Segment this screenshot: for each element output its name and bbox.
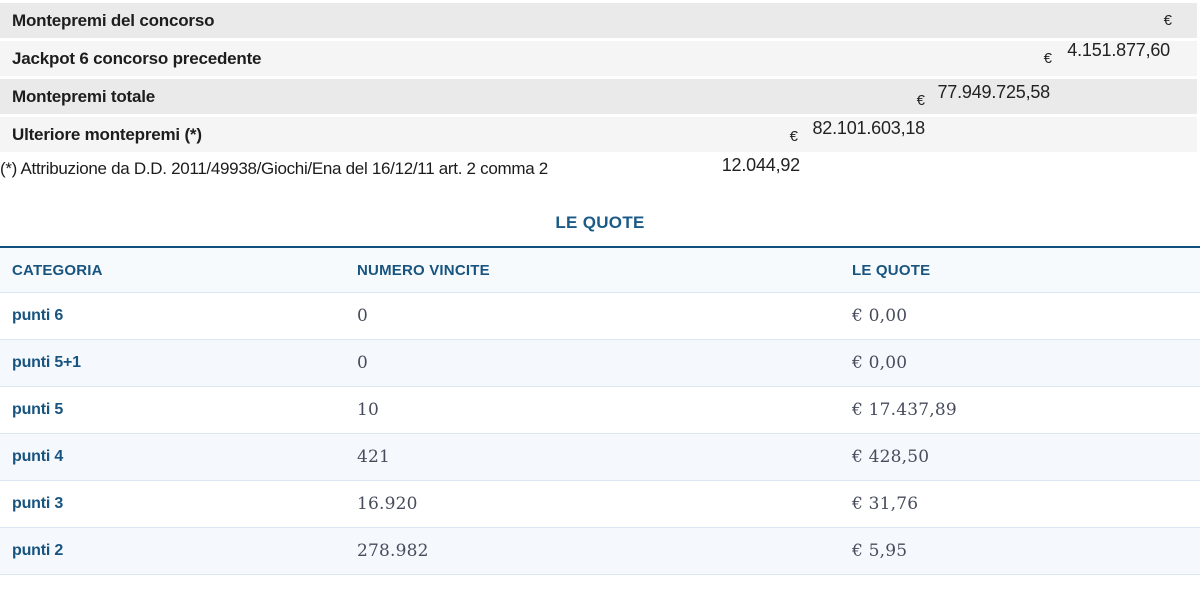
quote-amount: € 0,00 (852, 306, 908, 326)
category-label: punti 5 (12, 401, 64, 418)
summary-value: 77.949.725,58 (937, 82, 1050, 102)
euro-symbol: € (1043, 50, 1052, 67)
quotes-title: LE QUOTE (555, 213, 645, 232)
table-row-punti-5: punti 5 10 € 17.437,89 (0, 387, 1200, 434)
summary-row-jackpot-precedente: Jackpot 6 concorso precedente (0, 41, 1197, 76)
column-header-le-quote: LE QUOTE (852, 261, 931, 279)
category-label: punti 4 (12, 448, 64, 465)
summary-row-label: Montepremi totale (12, 86, 156, 106)
summary-row-label: Ulteriore montepremi (*) (12, 124, 202, 144)
table-row-punti-2: punti 2 278.982 € 5,95 (0, 528, 1200, 575)
wins-count: 0 (357, 306, 369, 326)
table-row-punti-6: punti 6 0 € 0,00 (0, 293, 1200, 340)
category-label: punti 3 (12, 495, 64, 512)
attribution-footnote: (*) Attribuzione da D.D. 2011/49938/Gioc… (0, 159, 548, 178)
euro-symbol: € (1163, 12, 1172, 29)
quote-amount: € 17.437,89 (852, 400, 957, 420)
table-row-punti-3: punti 3 16.920 € 31,76 (0, 481, 1200, 528)
wins-count: 10 (357, 400, 380, 420)
quotes-table: CATEGORIA NUMERO VINCITE LE QUOTE punti … (0, 246, 1200, 575)
quote-amount: € 428,50 (852, 447, 930, 467)
table-row-punti-5plus1: punti 5+1 0 € 0,00 (0, 340, 1200, 387)
quote-amount: € 31,76 (852, 494, 919, 514)
wins-count: 0 (357, 353, 369, 373)
summary-row-montepremi-totale: Montepremi totale (0, 79, 1197, 114)
summary-value: 12.044,92 (721, 155, 800, 175)
column-header-numero-vincite: NUMERO VINCITE (357, 261, 490, 279)
wins-count: 278.982 (357, 541, 429, 561)
euro-symbol: € (916, 92, 925, 109)
summary-row-montepremi-concorso: Montepremi del concorso (0, 3, 1197, 38)
quote-amount: € 5,95 (852, 541, 908, 561)
euro-symbol: € (789, 128, 798, 145)
quotes-table-header: CATEGORIA NUMERO VINCITE LE QUOTE (0, 248, 1200, 293)
wins-count: 421 (357, 447, 391, 467)
table-row-punti-4: punti 4 421 € 428,50 (0, 434, 1200, 481)
category-label: punti 2 (12, 542, 64, 559)
wins-count: 16.920 (357, 494, 418, 514)
summary-row-label: Montepremi del concorso (12, 10, 215, 30)
prize-summary-section: Montepremi del concorso Jackpot 6 concor… (0, 0, 1200, 200)
summary-value: 82.101.603,18 (812, 118, 925, 138)
category-label: punti 6 (12, 307, 64, 324)
column-header-categoria: CATEGORIA (12, 261, 103, 279)
summary-row-ulteriore-montepremi: Ulteriore montepremi (*) (0, 117, 1197, 152)
summary-row-label: Jackpot 6 concorso precedente (12, 48, 262, 68)
quote-amount: € 0,00 (852, 353, 908, 373)
category-label: punti 5+1 (12, 354, 81, 371)
summary-value: 4.151.877,60 (1067, 40, 1170, 60)
